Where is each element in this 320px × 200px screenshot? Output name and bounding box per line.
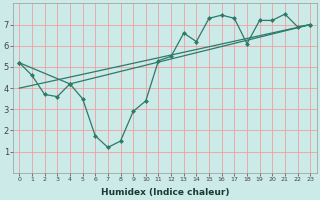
X-axis label: Humidex (Indice chaleur): Humidex (Indice chaleur) [100, 188, 229, 197]
